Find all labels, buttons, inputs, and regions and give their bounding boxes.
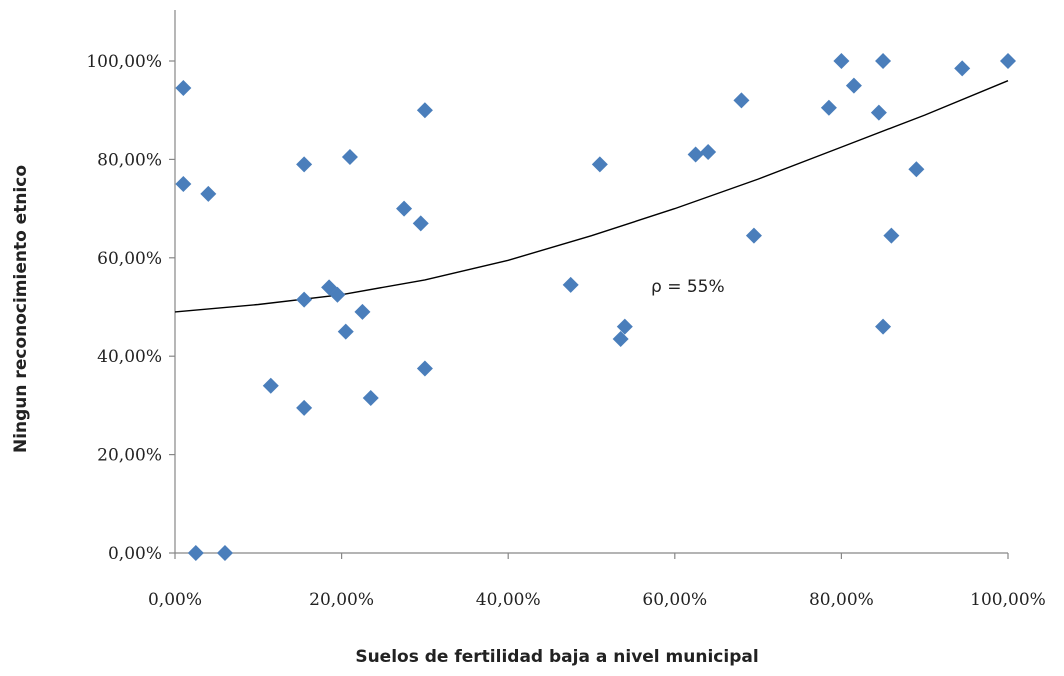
y-tick-label: 40,00%: [97, 347, 162, 367]
data-point: [337, 323, 354, 340]
data-point: [870, 104, 887, 121]
data-point: [733, 92, 750, 109]
data-point: [354, 303, 371, 320]
data-point: [883, 227, 900, 244]
data-point: [954, 60, 971, 77]
data-point: [175, 176, 192, 192]
trendline: [174, 80, 1009, 313]
data-point: [396, 200, 413, 217]
labels-layer: Ningun reconocimiento etnico Suelos de f…: [11, 165, 759, 667]
y-tick-label: 0,00%: [108, 544, 162, 564]
data-point: [341, 148, 358, 165]
y-tick-label: 60,00%: [97, 249, 162, 269]
y-tick-label: 100,00%: [86, 52, 162, 72]
data-point: [687, 146, 704, 163]
data-point: [820, 99, 837, 116]
data-point: [745, 227, 762, 244]
data-point: [175, 80, 192, 97]
data-point: [296, 156, 313, 173]
points-layer: [175, 53, 1016, 561]
data-point: [216, 545, 233, 561]
data-point: [296, 399, 313, 416]
x-tick-label: 60,00%: [642, 590, 707, 610]
data-point: [612, 330, 629, 347]
correlation-annotation: ρ = 55%: [651, 277, 725, 297]
x-tick-label: 20,00%: [309, 590, 374, 610]
data-point: [833, 53, 850, 69]
data-point: [200, 185, 217, 202]
data-point: [296, 291, 313, 308]
data-point: [362, 390, 379, 407]
data-point: [1000, 53, 1016, 69]
data-point: [329, 286, 346, 303]
x-tick-label: 100,00%: [970, 590, 1046, 610]
x-tick-label: 80,00%: [809, 590, 874, 610]
data-point: [908, 161, 925, 178]
y-tick-label: 80,00%: [97, 150, 162, 170]
data-point: [562, 276, 579, 293]
trendline-layer: [174, 80, 1009, 313]
data-point: [262, 377, 279, 394]
data-point: [700, 144, 717, 161]
data-point: [187, 545, 204, 561]
data-point: [875, 53, 892, 69]
y-tick-label: 20,00%: [97, 446, 162, 466]
axes: 0,00% 20,00% 40,00% 60,00% 80,00% 100,00% 0,00…: [86, 10, 1046, 610]
data-point: [616, 318, 633, 335]
x-tick-label: 0,00%: [148, 590, 202, 610]
data-point: [412, 215, 429, 232]
y-axis-title: Ningun reconocimiento etnico: [11, 165, 31, 453]
x-axis-title: Suelos de fertilidad baja a nivel munici…: [355, 647, 758, 667]
data-point: [416, 360, 433, 377]
data-point: [591, 156, 608, 173]
data-point: [875, 318, 892, 335]
data-point: [845, 77, 862, 94]
data-point: [416, 102, 433, 119]
x-tick-label: 40,00%: [476, 590, 541, 610]
